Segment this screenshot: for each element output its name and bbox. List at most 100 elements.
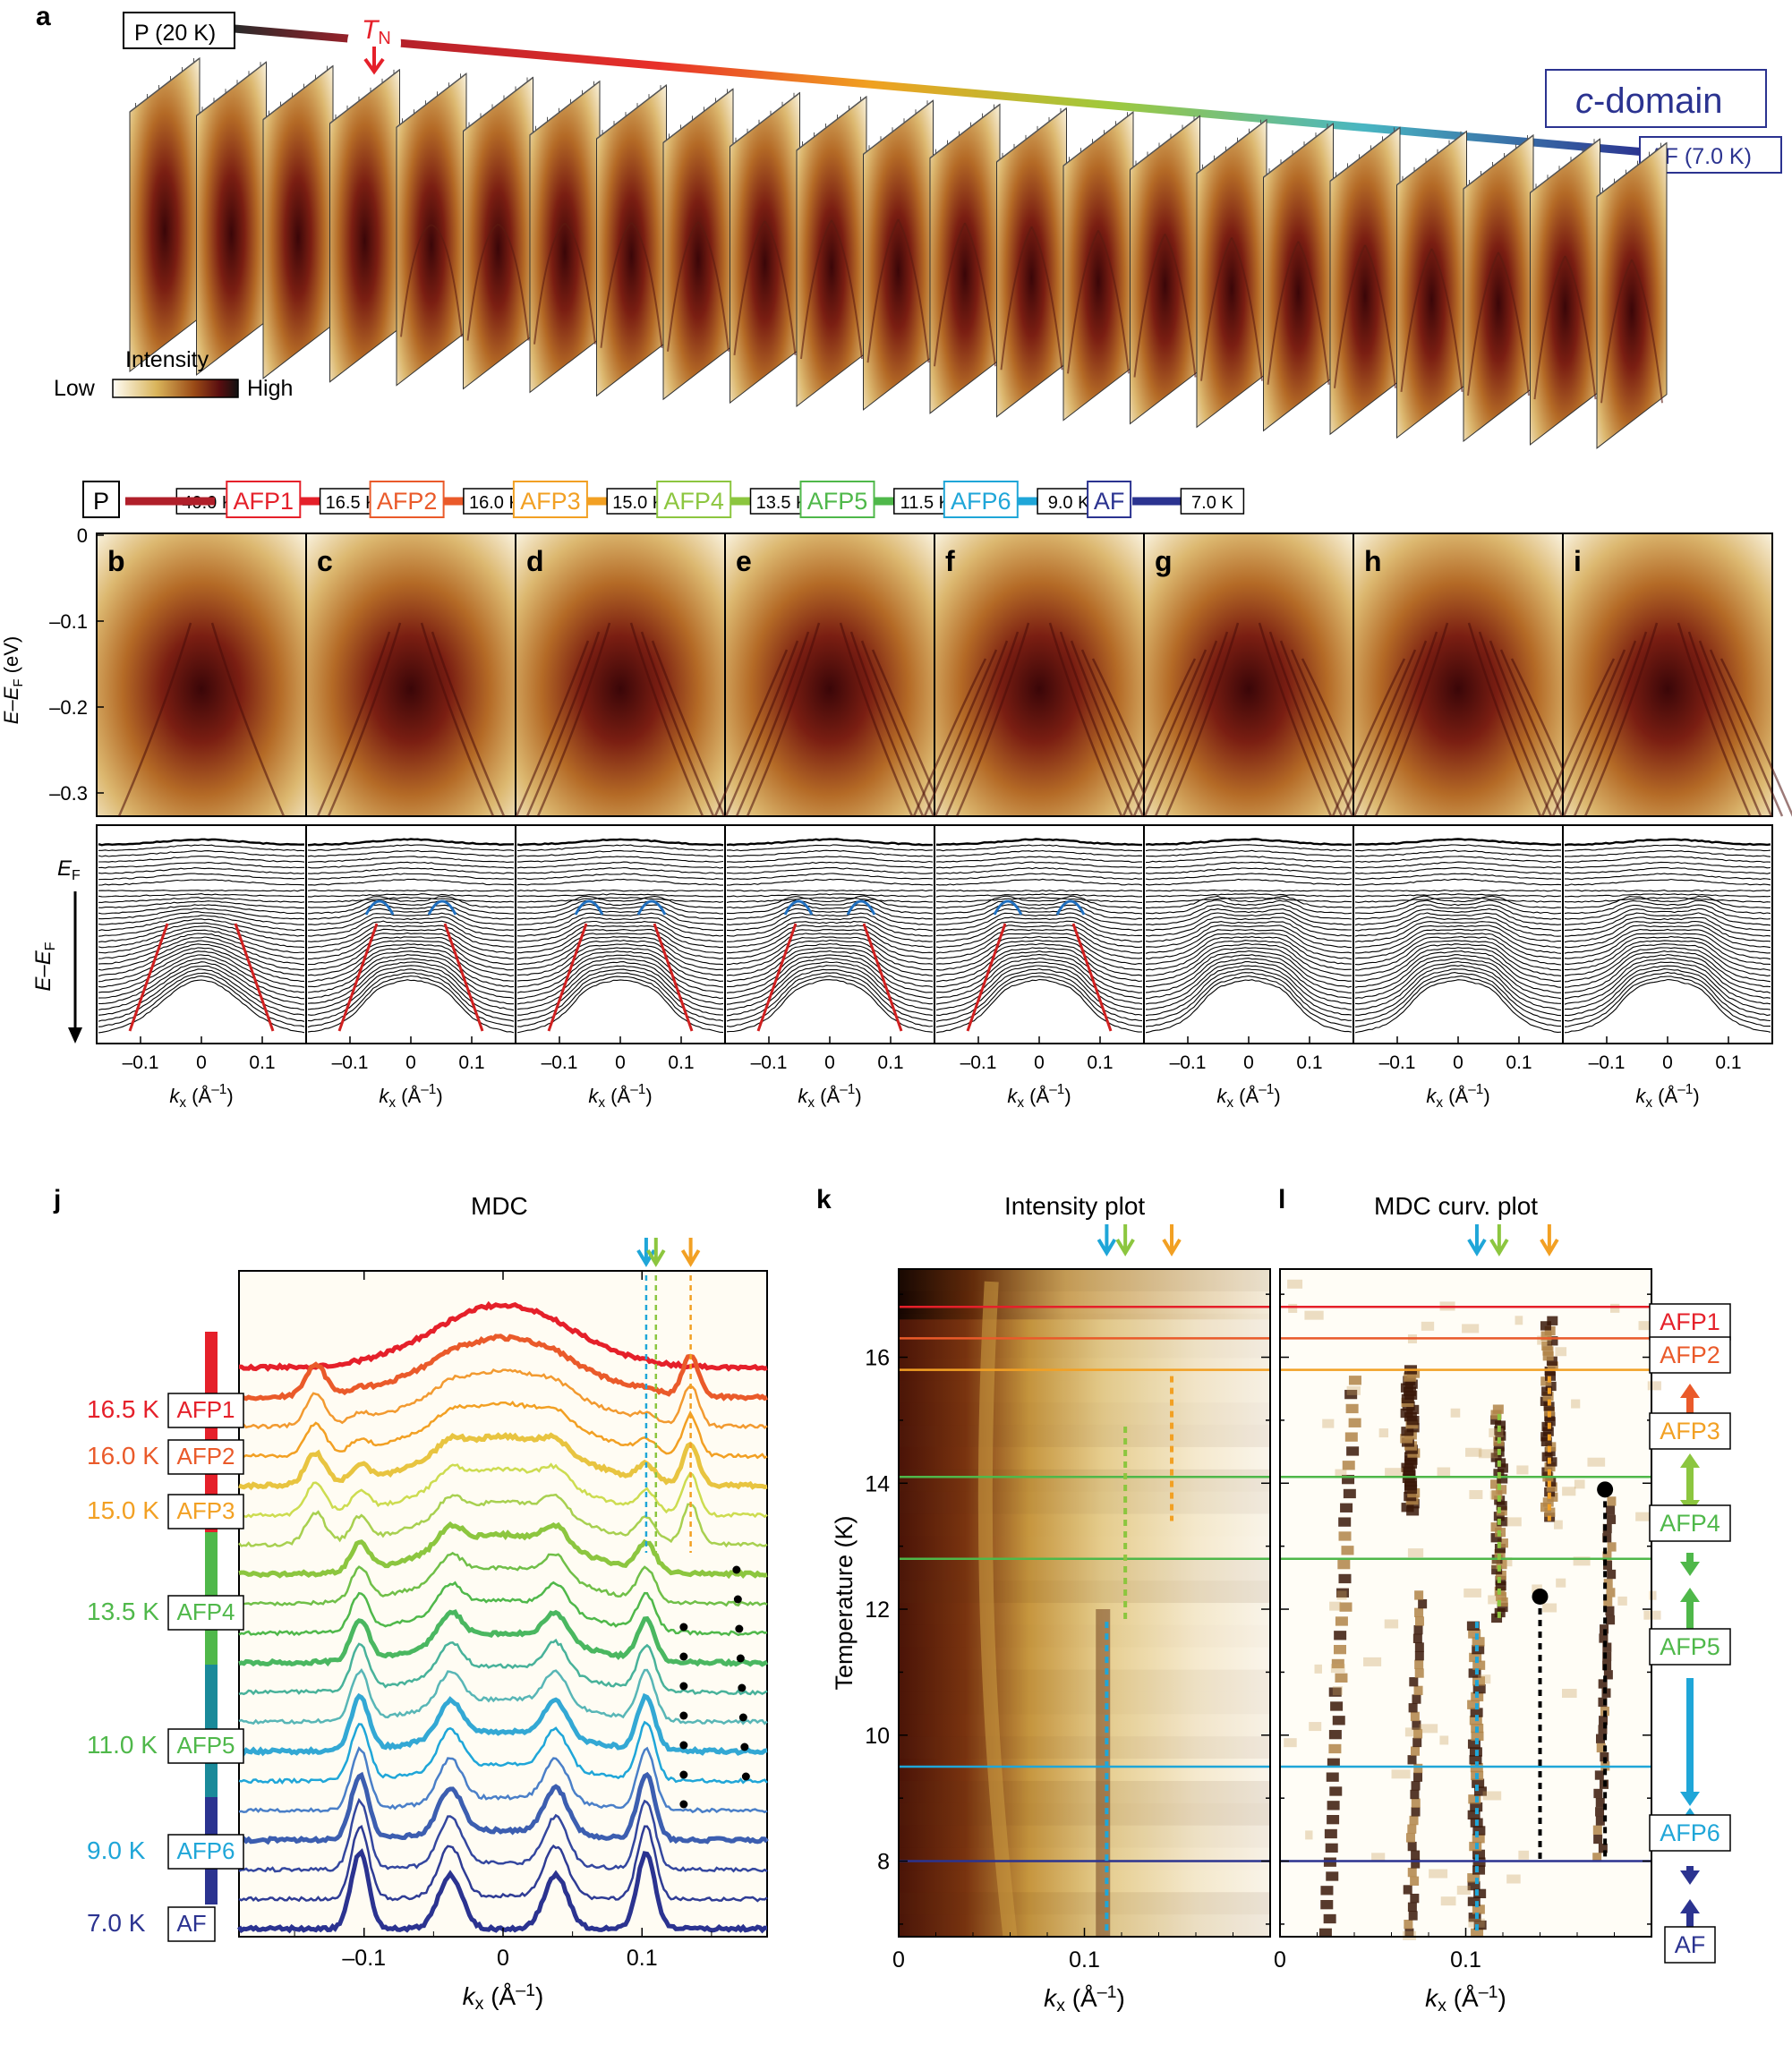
edc-curve — [98, 873, 304, 881]
curvature-streak — [1544, 1461, 1556, 1472]
kx-axis-label: kx (Å–1) — [1635, 1082, 1699, 1111]
curvature-streak — [1606, 1615, 1616, 1625]
mdc-curve — [238, 1797, 768, 1873]
y-tick-label: 16 — [865, 1346, 890, 1371]
phase-box-label: AFP4 — [176, 1598, 235, 1625]
arpes-image — [1562, 533, 1773, 817]
curvature-streak — [1495, 1431, 1506, 1441]
frame-band — [431, 224, 463, 337]
curvature-streak — [1545, 1381, 1557, 1392]
panel-letter: e — [736, 545, 752, 577]
curvature-speckle — [1309, 1722, 1322, 1732]
edc-curve — [516, 899, 724, 915]
curvature-speckle — [1421, 1321, 1435, 1331]
band-line — [1719, 658, 1792, 817]
edc-curve — [98, 900, 305, 909]
curvature-streak — [1596, 1734, 1606, 1743]
curvature-streak — [1320, 1886, 1334, 1896]
phase-name: AF — [1094, 488, 1125, 515]
frame-top-axis — [863, 99, 934, 155]
curvature-speckle — [1329, 1601, 1342, 1611]
arpes-frame — [1196, 118, 1267, 429]
edc-curve — [935, 861, 1143, 869]
edc-curve — [1354, 960, 1562, 1005]
curvature-streak — [1410, 1876, 1420, 1886]
frame-top-axis — [1530, 138, 1600, 193]
curvature-streak — [1495, 1570, 1506, 1581]
band-fit-line — [862, 923, 903, 1032]
edc-curve — [1354, 947, 1562, 983]
arpes-frame — [796, 95, 867, 408]
peak-arrow-icon — [1489, 1224, 1509, 1257]
curvature-streak — [1339, 1602, 1353, 1612]
kx-axis-label: kx (Å–1) — [1425, 1982, 1506, 2015]
curvature-streak — [1607, 1496, 1617, 1506]
arpes-image — [515, 533, 726, 817]
heatmap-row — [899, 1491, 1270, 1514]
kx-unit: (Å — [815, 1085, 840, 1107]
curvature-streak — [1599, 1633, 1609, 1643]
edc-curve — [935, 933, 1143, 960]
curvature-streak — [1593, 1834, 1603, 1845]
curvature-streak — [1407, 1902, 1417, 1912]
edc-curve — [726, 933, 934, 959]
kx-exponent: –1 — [1259, 1082, 1274, 1097]
edc-curve — [1145, 933, 1353, 960]
curvature-streak — [1407, 1841, 1417, 1852]
curvature-streak — [1603, 1597, 1613, 1606]
tn-marker-bg — [347, 16, 401, 70]
frame-top-axis — [996, 107, 1067, 163]
frame-band — [1067, 229, 1099, 374]
phase-box-label: AFP5 — [1660, 1633, 1720, 1660]
arpes-image — [1143, 533, 1354, 817]
curvature-speckle — [1506, 1517, 1522, 1527]
curvature-streak — [1413, 1729, 1423, 1739]
phase-name-box — [799, 481, 875, 518]
band-line — [1709, 649, 1784, 817]
edc-curve — [98, 907, 305, 920]
edc-curve — [935, 957, 1143, 999]
edc-curve — [1564, 961, 1771, 1005]
edc-curve — [517, 856, 724, 864]
frame-band — [600, 221, 633, 348]
edc-curve — [726, 861, 934, 869]
curvature-streak — [1602, 1533, 1612, 1543]
edc-curve — [307, 958, 515, 1000]
heatmap-row — [899, 1514, 1270, 1537]
kx-close: ) — [1064, 1085, 1071, 1107]
kx-axis-label: kx (Å–1) — [379, 1082, 442, 1111]
edc-frame — [515, 824, 726, 1044]
edc-curve — [516, 940, 723, 971]
curvature-streak — [1607, 1514, 1617, 1524]
edc-curve — [935, 972, 1143, 1022]
curvature-streak — [1411, 1798, 1421, 1808]
edc-curve — [1564, 890, 1771, 892]
edc-curve — [1564, 904, 1771, 920]
curvature-streak — [1490, 1453, 1502, 1462]
arpes-frame — [996, 107, 1067, 418]
edc-curve — [726, 878, 934, 886]
band-fit-line — [1071, 923, 1113, 1032]
curvature-streak — [1541, 1386, 1553, 1396]
edc-curve — [1564, 924, 1771, 949]
curvature-streak — [1497, 1463, 1508, 1473]
phase-box-label: AFP1 — [176, 1396, 235, 1423]
curvature-streak — [1327, 1758, 1340, 1768]
band-line — [1143, 640, 1218, 817]
band-line — [525, 631, 601, 817]
band-line — [1363, 631, 1438, 817]
curvature-speckle — [1638, 1321, 1657, 1331]
arpes-frame — [1530, 138, 1600, 446]
heatmap-row — [899, 1402, 1270, 1426]
curvature-streak — [1326, 1871, 1339, 1881]
arpes-frame-image — [196, 61, 267, 376]
edc-curve — [726, 961, 934, 1005]
edc-axis-label: E–EF — [31, 942, 58, 991]
curvature-streak — [1540, 1502, 1551, 1512]
band-line — [1122, 658, 1197, 817]
peak-arrow-icon — [680, 1238, 701, 1267]
curvature-speckle — [1556, 1578, 1566, 1588]
edc-curve — [726, 972, 934, 1022]
frame-band — [1498, 251, 1530, 396]
edc-curve — [98, 947, 304, 983]
